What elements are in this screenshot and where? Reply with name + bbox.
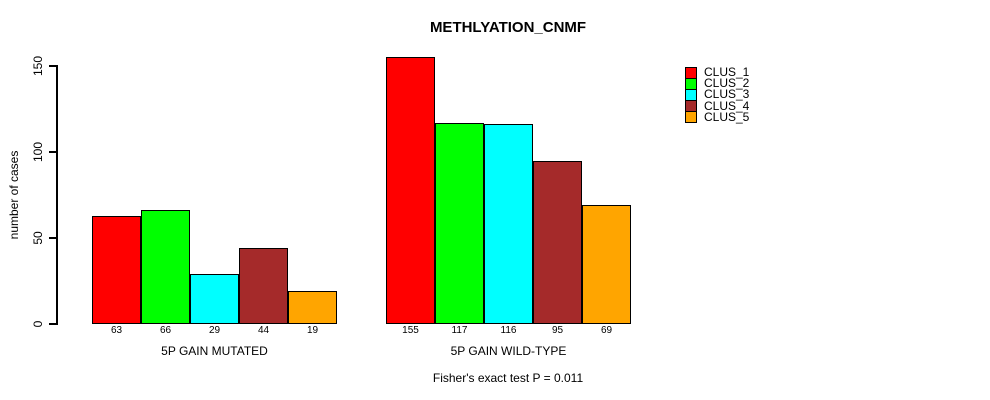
bar-value-label: 63 <box>110 325 123 336</box>
group-label-5p-gain-wild-type: 5P GAIN WILD-TYPE <box>450 344 567 358</box>
bar-value-label: 19 <box>306 325 319 336</box>
bar-value-label: 69 <box>600 325 613 336</box>
bar-clus_4 <box>239 248 288 324</box>
bar-clus_5 <box>288 291 337 324</box>
bar-value-label: 117 <box>451 325 468 336</box>
legend-label: CLUS_3 <box>704 87 750 102</box>
legend-label: CLUS_5 <box>704 109 750 124</box>
y-axis-line <box>56 65 58 325</box>
y-tick-mark <box>49 237 56 239</box>
legend-swatch-icon <box>685 88 697 101</box>
legend-entry-clus_5: CLUS_5 <box>685 109 750 124</box>
legend: CLUS_1 CLUS_2 CLUS_3 CLUS_4 CLUS_5 <box>685 65 750 124</box>
legend-swatch-icon <box>685 100 697 113</box>
legend-swatch-icon <box>685 66 697 79</box>
bar-clus_3 <box>484 124 533 324</box>
legend-label: CLUS_1 <box>704 65 750 80</box>
bar-clus_2 <box>435 122 484 324</box>
bar-clus_3 <box>190 274 239 324</box>
bar-clus_1 <box>92 215 141 324</box>
y-axis-label: number of cases <box>7 150 21 240</box>
bar-clus_4 <box>533 160 582 324</box>
bar-value-label: 29 <box>208 325 221 336</box>
chart-title: METHLYATION_CNMF <box>429 19 587 36</box>
bar-value-label: 44 <box>257 325 270 336</box>
y-tick-label: 100 <box>31 141 45 163</box>
legend-swatch-icon <box>685 77 697 90</box>
y-tick-mark <box>49 323 56 325</box>
y-tick-label: 0 <box>31 320 45 328</box>
bar-value-label: 155 <box>402 325 419 336</box>
bar-clus_5 <box>582 205 631 324</box>
y-tick-label: 150 <box>31 55 45 77</box>
y-tick-label: 50 <box>31 231 45 245</box>
legend-entry-clus_4: CLUS_4 <box>685 98 750 113</box>
bar-value-label: 95 <box>551 325 564 336</box>
bar-clus_1 <box>386 57 435 324</box>
legend-label: CLUS_2 <box>704 76 750 91</box>
bar-value-label: 66 <box>159 325 172 336</box>
legend-entry-clus_2: CLUS_2 <box>685 76 750 91</box>
bar-value-label: 116 <box>500 325 517 336</box>
group-label-5p-gain-mutated: 5P GAIN MUTATED <box>161 344 268 358</box>
legend-label: CLUS_4 <box>704 98 750 113</box>
bar-clus_2 <box>141 210 190 324</box>
y-tick-mark <box>49 65 56 67</box>
fishers-test-footnote: Fisher's exact test P = 0.011 <box>432 371 584 385</box>
y-tick-mark <box>49 151 56 153</box>
legend-swatch-icon <box>685 111 697 124</box>
